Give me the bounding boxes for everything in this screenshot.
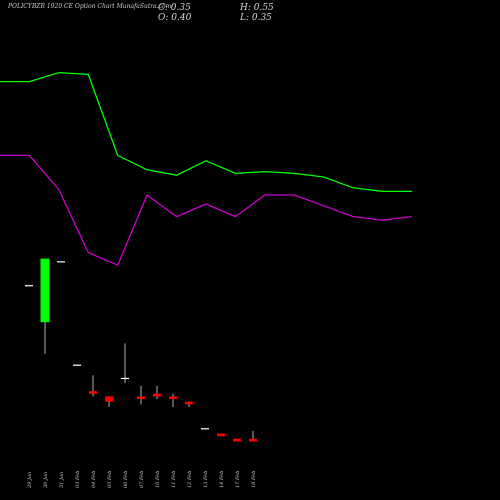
candle-body xyxy=(73,364,81,366)
candle-body xyxy=(105,396,113,402)
candle xyxy=(217,433,225,437)
candle-body xyxy=(25,285,33,287)
date-label: 31 Jan xyxy=(59,472,65,488)
chart-title: POLICYBZR 1920 CE Option Chart MunafaSut… xyxy=(8,3,172,10)
date-label: 10 Feb xyxy=(155,471,161,488)
candle xyxy=(121,343,129,384)
candle-body xyxy=(121,377,129,380)
candle xyxy=(201,428,209,430)
date-labels-layer: 29 Jan 30 Jan 31 Jan 03 Feb 04 Feb 05 Feb 06 F… xyxy=(27,471,257,489)
candle-body xyxy=(57,261,65,263)
date-label: 14 Feb xyxy=(219,471,225,488)
date-label: 03 Feb xyxy=(75,471,81,488)
date-label: 18 Feb xyxy=(251,471,257,488)
date-label: 05 Feb xyxy=(107,471,113,488)
candle xyxy=(40,258,50,354)
indicator-line-2 xyxy=(0,154,413,267)
date-label: 07 Feb xyxy=(139,471,145,488)
candle xyxy=(185,401,193,407)
date-label: 04 Feb xyxy=(91,471,97,488)
candle-body xyxy=(137,396,145,400)
candle xyxy=(137,385,145,405)
indicator-line-1 xyxy=(0,71,412,193)
candle xyxy=(233,438,241,442)
candle xyxy=(57,261,65,263)
candle xyxy=(153,385,161,400)
low-value: L: 0.35 xyxy=(240,13,272,23)
close-value: C: 0.35 xyxy=(158,3,191,13)
candle xyxy=(25,285,33,287)
date-label: 17 Feb xyxy=(235,471,241,488)
open-value: O: 0.40 xyxy=(158,13,192,23)
date-label: 11 Feb xyxy=(171,471,177,488)
candle xyxy=(89,375,97,397)
candle-body xyxy=(217,433,225,437)
date-label: 13 Feb xyxy=(203,471,209,488)
date-label: 06 Feb xyxy=(123,471,129,488)
indicator-lines-layer xyxy=(0,71,413,267)
candle xyxy=(249,430,257,442)
candle-body xyxy=(185,401,193,405)
candle xyxy=(105,396,113,407)
candle xyxy=(169,393,177,407)
candle-body xyxy=(89,391,97,394)
candle-body xyxy=(40,258,50,323)
high-value: H: 0.55 xyxy=(240,3,274,13)
candle-body xyxy=(153,393,161,397)
candle xyxy=(73,364,81,366)
date-label: 29 Jan xyxy=(27,472,33,489)
candle-body xyxy=(169,396,177,400)
candle-body xyxy=(233,438,241,442)
date-label: 30 Jan xyxy=(43,472,49,488)
date-label: 12 Feb xyxy=(187,471,193,488)
candles-layer xyxy=(25,258,257,442)
candle-body xyxy=(201,428,209,430)
candle-body xyxy=(249,438,257,442)
